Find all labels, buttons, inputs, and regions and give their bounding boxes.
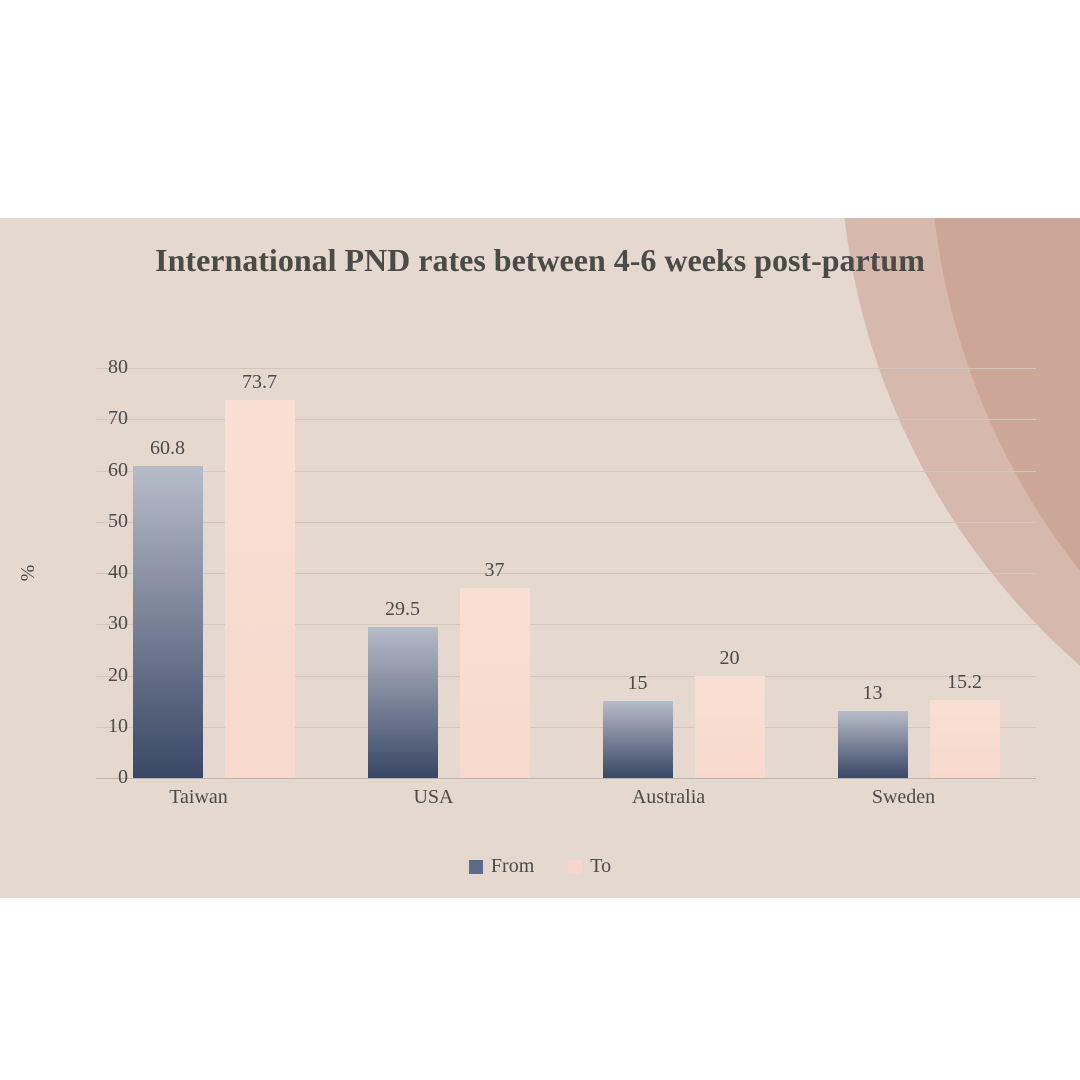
ytick-label: 10 <box>68 715 128 738</box>
plot-area: 60.8 73.7 29.5 37 1520 1315.2 <box>96 368 1036 778</box>
ytick-label: 50 <box>68 510 128 533</box>
legend-swatch-from <box>469 860 483 874</box>
bar-value-label: 29.5 <box>353 598 453 621</box>
y-axis-label: % <box>17 565 40 582</box>
ytick-label: 20 <box>68 664 128 687</box>
bar-value-label: 73.7 <box>210 371 310 394</box>
ytick-label: 70 <box>68 407 128 430</box>
bar-value-label: 13 <box>823 682 923 705</box>
canvas: International PND rates between 4-6 week… <box>0 0 1080 1080</box>
legend-item-from: From <box>469 855 534 878</box>
bar-value-label: 20 <box>680 647 780 670</box>
legend-swatch-to <box>568 860 582 874</box>
ytick-label: 40 <box>68 561 128 584</box>
bar-from <box>133 466 203 778</box>
x-category-label: Australia <box>566 786 771 809</box>
legend-item-to: To <box>568 855 611 878</box>
x-category-label: Sweden <box>801 786 1006 809</box>
ytick-label: 80 <box>68 356 128 379</box>
bar-from <box>368 627 438 778</box>
bar-to <box>225 400 295 778</box>
bar-to <box>930 700 1000 778</box>
chart-panel: International PND rates between 4-6 week… <box>0 218 1080 898</box>
gridline <box>96 778 1036 779</box>
bar-from <box>603 701 673 778</box>
legend-label-to: To <box>590 855 611 878</box>
chart-title: International PND rates between 4-6 week… <box>0 240 1080 280</box>
bar-value-label: 37 <box>445 559 545 582</box>
legend-label-from: From <box>491 855 534 878</box>
x-category-label: USA <box>331 786 536 809</box>
bar-from <box>838 711 908 778</box>
ytick-label: 60 <box>68 459 128 482</box>
x-category-label: Taiwan <box>96 786 301 809</box>
legend: From To <box>0 855 1080 878</box>
bar-value-label: 60.8 <box>118 437 218 460</box>
bar-to <box>695 676 765 779</box>
ytick-label: 30 <box>68 612 128 635</box>
bar-to <box>460 588 530 778</box>
bar-value-label: 15.2 <box>915 671 1015 694</box>
bar-value-label: 15 <box>588 672 688 695</box>
gridline <box>96 368 1036 369</box>
